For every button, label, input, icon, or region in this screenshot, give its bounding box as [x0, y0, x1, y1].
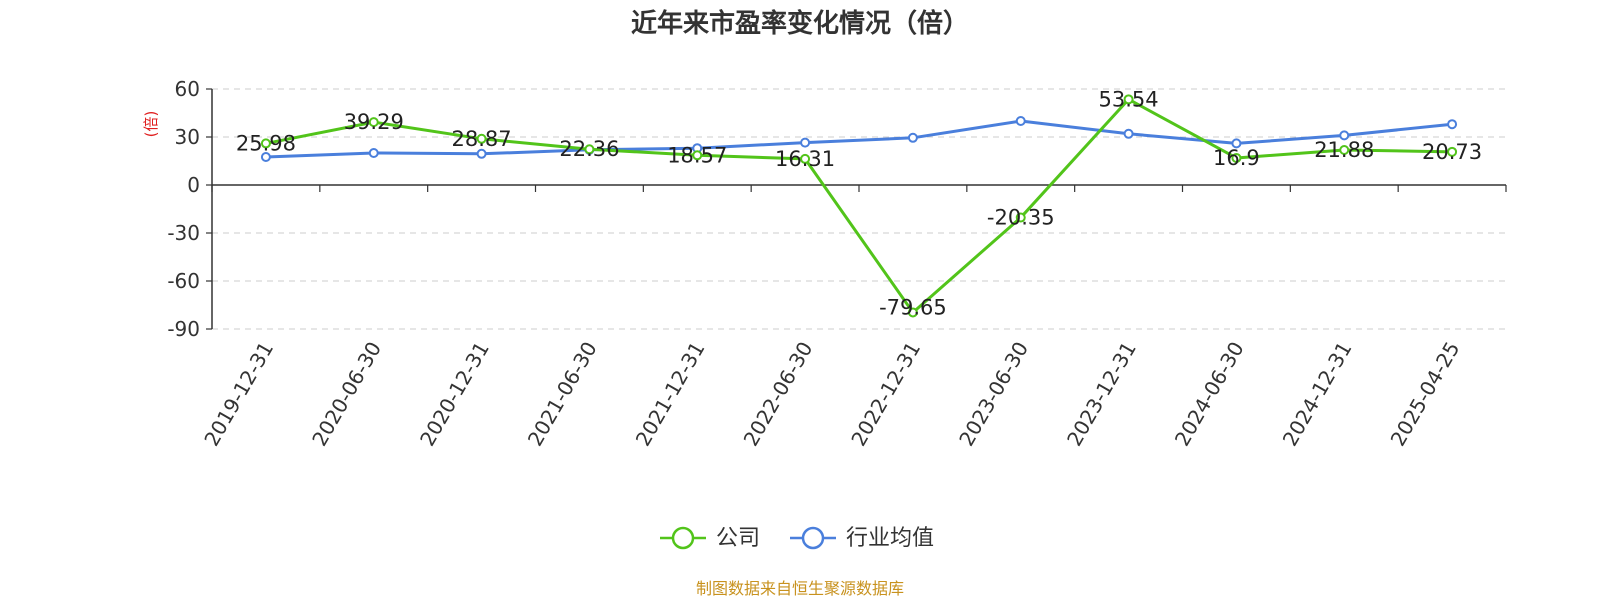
legend-label-industry: 行业均值	[846, 526, 934, 551]
series-line	[265, 119, 1453, 159]
data-point[interactable]	[1015, 116, 1026, 126]
data-point[interactable]	[907, 307, 918, 318]
x-tick-label: 2023-12-31	[1062, 338, 1141, 451]
data-point[interactable]	[476, 133, 487, 144]
y-tick-label: -30	[167, 221, 200, 245]
legend-label-company: 公司	[716, 526, 760, 551]
data-label: 21.88	[1314, 138, 1374, 162]
y-axis-label: (倍)	[142, 111, 160, 138]
data-point[interactable]	[476, 148, 487, 159]
data-point[interactable]	[1447, 146, 1458, 157]
x-tick-label: 2021-12-31	[631, 338, 710, 451]
y-tick-label: -60	[167, 269, 200, 293]
x-tick-label: 2022-12-31	[846, 338, 925, 451]
data-point[interactable]	[1447, 119, 1458, 130]
data-point[interactable]	[1015, 212, 1026, 223]
y-tick-label: 60	[175, 77, 200, 101]
data-label: 22.36	[559, 137, 619, 161]
data-point[interactable]	[368, 117, 379, 128]
data-point[interactable]	[692, 150, 703, 161]
data-point[interactable]	[260, 138, 271, 149]
x-tick-label: 2023-06-30	[954, 338, 1033, 451]
x-tick-label: 2021-06-30	[523, 338, 602, 451]
data-source-note: 制图数据来自恒生聚源数据库	[696, 579, 904, 598]
legend-marker-industry	[801, 526, 825, 550]
y-tick-label: 30	[175, 125, 200, 149]
data-point[interactable]	[1231, 152, 1242, 163]
x-tick-label: 2024-12-31	[1278, 338, 1357, 451]
data-point[interactable]	[260, 152, 271, 162]
x-tick-label: 2024-06-30	[1170, 338, 1249, 451]
data-point[interactable]	[368, 148, 379, 158]
grid-lines	[212, 88, 1506, 330]
data-point[interactable]	[907, 132, 918, 143]
data-label: 20.73	[1422, 140, 1482, 164]
data-point[interactable]	[584, 144, 595, 155]
x-tick-label: 2025-04-25	[1386, 338, 1465, 451]
data-label: -79.65	[879, 295, 947, 319]
data-point[interactable]	[1123, 128, 1134, 139]
y-tick-label: 0	[187, 173, 200, 197]
data-point[interactable]	[1339, 144, 1350, 155]
data-point[interactable]	[1123, 94, 1134, 105]
data-label: 18.57	[667, 143, 727, 167]
data-point[interactable]	[1231, 138, 1242, 149]
data-point[interactable]	[1339, 130, 1350, 141]
series-company	[260, 94, 1458, 318]
legend-marker-company	[671, 526, 695, 550]
data-label: 25.98	[236, 131, 296, 155]
data-labels: 25.98 39.29 28.87 22.36 18.57 16.31 -79.65 -20.…	[236, 87, 1482, 319]
x-tick-label: 2022-06-30	[739, 338, 818, 451]
data-point[interactable]	[800, 137, 811, 148]
data-label: 39.29	[344, 110, 404, 134]
legend-item-industry[interactable]: 行业均值	[790, 526, 934, 551]
data-label: 53.54	[1099, 87, 1159, 111]
x-tick-label: 2020-12-31	[415, 338, 494, 451]
data-label: 28.87	[452, 127, 512, 151]
x-tick-label: 2020-06-30	[307, 338, 386, 451]
data-label: -20.35	[987, 206, 1055, 230]
data-label: 16.31	[775, 147, 835, 171]
chart-title: 近年来市盈率变化情况（倍）	[631, 8, 969, 39]
data-label: 16.9	[1213, 146, 1260, 170]
series-line	[265, 97, 1453, 314]
data-point[interactable]	[800, 153, 811, 164]
series	[260, 94, 1458, 318]
x-tick-label: 2019-12-31	[199, 338, 278, 451]
legend-item-company[interactable]: 公司	[660, 526, 760, 551]
legend: 公司 行业均值	[660, 526, 934, 551]
y-tick-label: -90	[167, 317, 200, 341]
